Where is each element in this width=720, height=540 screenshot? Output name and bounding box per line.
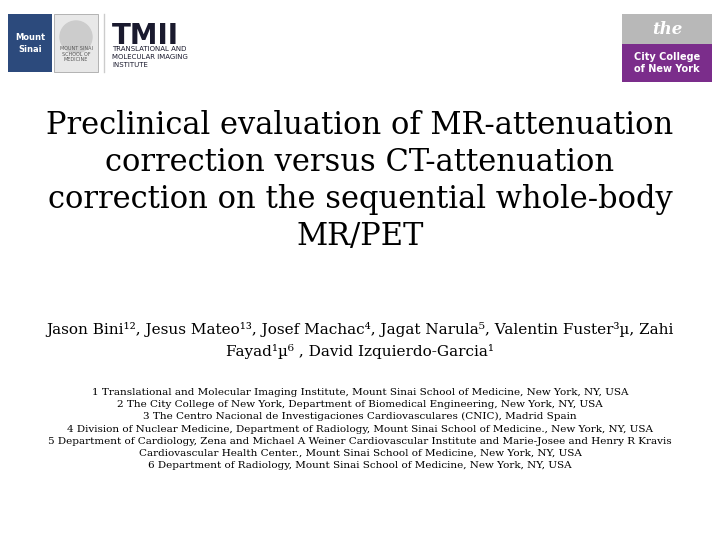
Text: Mount: Mount — [15, 32, 45, 42]
Text: MOUNT SINAI
SCHOOL OF
MEDICINE: MOUNT SINAI SCHOOL OF MEDICINE — [60, 46, 92, 62]
Bar — [8, 14, 52, 72]
Bar — [622, 14, 712, 44]
Text: TMII: TMII — [112, 22, 179, 50]
Bar — [622, 44, 712, 82]
Bar — [54, 14, 98, 72]
Text: TRANSLATIONAL AND
MOLECULAR IMAGING
INSTITUTE: TRANSLATIONAL AND MOLECULAR IMAGING INST… — [112, 46, 188, 68]
Text: Preclinical evaluation of MR-attenuation
correction versus CT-attenuation
correc: Preclinical evaluation of MR-attenuation… — [46, 110, 674, 252]
Text: Sinai: Sinai — [18, 44, 42, 53]
Text: City College
of New York: City College of New York — [634, 52, 700, 74]
Text: 1 Translational and Molecular Imaging Institute, Mount Sinai School of Medicine,: 1 Translational and Molecular Imaging In… — [48, 388, 672, 470]
Circle shape — [60, 21, 92, 53]
Text: the: the — [652, 21, 682, 37]
Text: Jason Bini¹², Jesus Mateo¹³, Josef Machac⁴, Jagat Narula⁵, Valentin Fuster³µ, Za: Jason Bini¹², Jesus Mateo¹³, Josef Macha… — [46, 322, 674, 359]
